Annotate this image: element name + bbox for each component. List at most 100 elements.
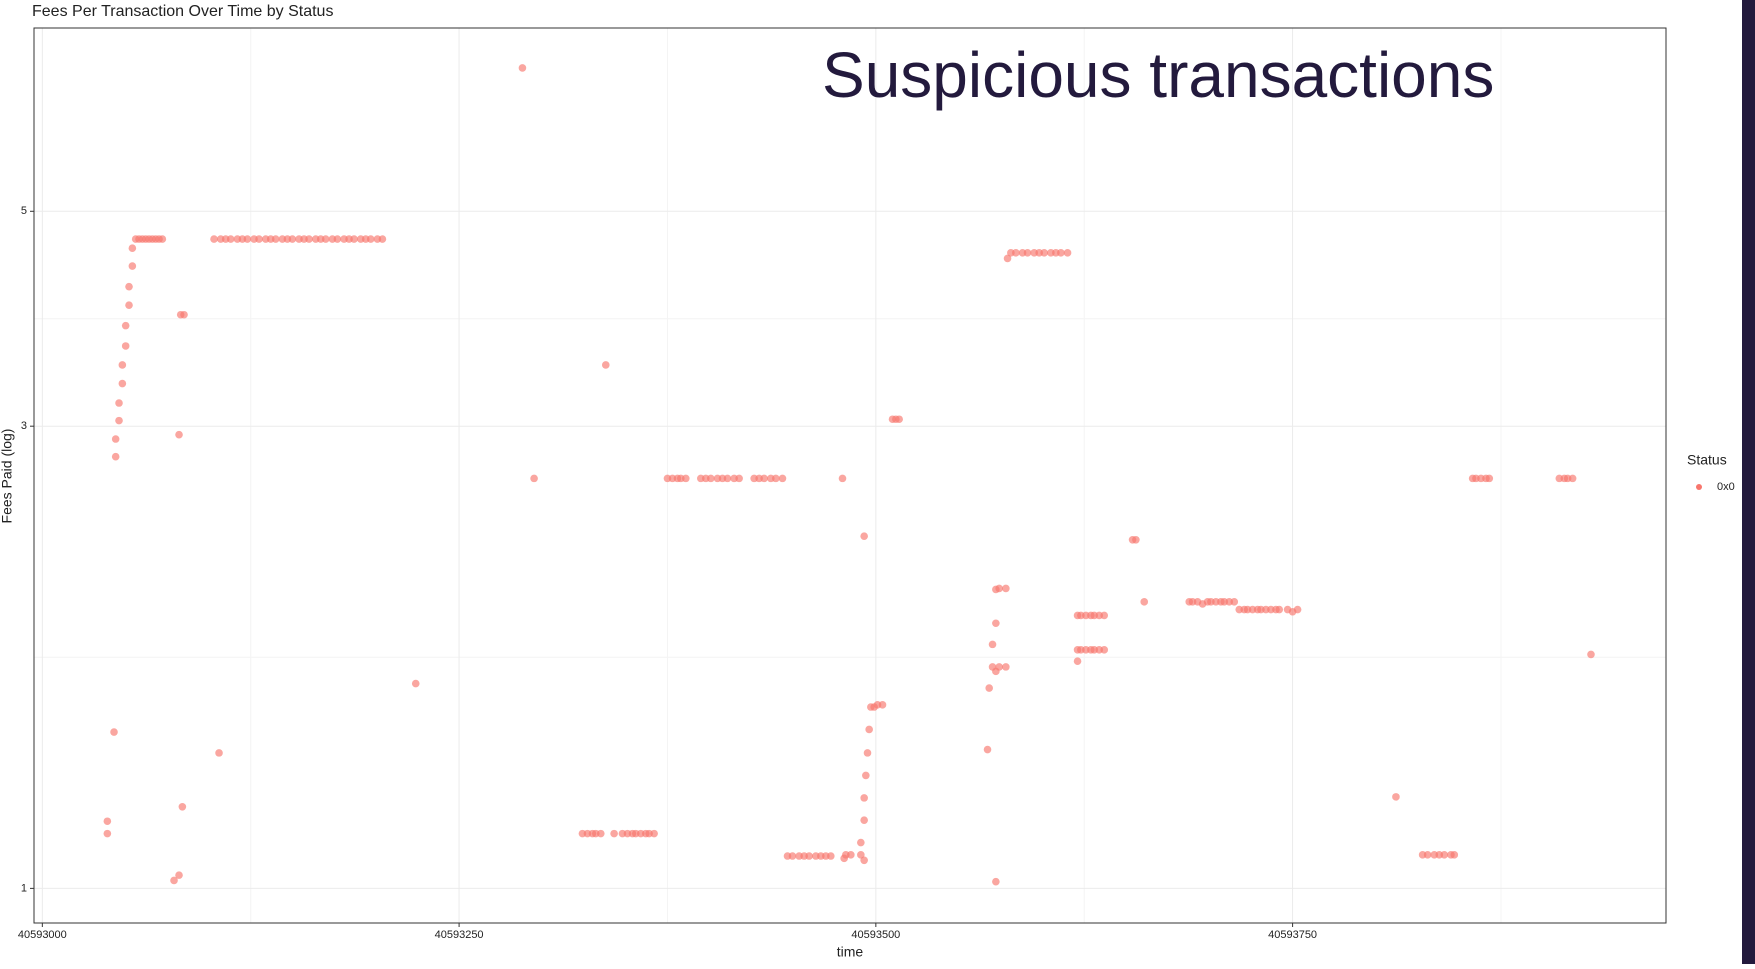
point (985, 684, 993, 692)
point (788, 852, 797, 860)
point (115, 399, 123, 407)
y-tick-label: 5 (21, 205, 27, 217)
point (681, 474, 690, 483)
point (411, 679, 420, 688)
point (158, 235, 167, 243)
point (118, 361, 127, 369)
point (735, 474, 743, 483)
point (992, 877, 1000, 886)
point (111, 435, 120, 443)
point (288, 235, 297, 243)
point (518, 64, 527, 72)
point (128, 262, 137, 270)
point (175, 871, 183, 879)
point (983, 745, 992, 754)
point (857, 838, 865, 847)
point (121, 342, 130, 350)
point (1057, 249, 1065, 257)
point (103, 817, 112, 826)
point (650, 829, 658, 838)
point (1423, 851, 1432, 859)
point (1275, 605, 1284, 614)
point (992, 619, 1000, 628)
side-strip (1742, 0, 1755, 964)
point (103, 829, 112, 838)
point (1012, 249, 1020, 257)
x-tick-label: 40593750 (1268, 929, 1317, 941)
point (111, 452, 120, 461)
point (860, 856, 868, 865)
point (895, 415, 903, 424)
y-axis-label: Fees Paid (log) (0, 429, 15, 524)
point (243, 235, 252, 243)
point (128, 244, 137, 252)
point (707, 474, 715, 483)
point (1230, 598, 1239, 606)
point (271, 235, 280, 243)
point (863, 749, 872, 757)
point (1002, 584, 1010, 593)
point (865, 725, 873, 734)
point (862, 771, 870, 780)
point (118, 379, 127, 388)
point (530, 474, 538, 483)
point (860, 794, 868, 802)
point (772, 474, 780, 483)
point (255, 235, 263, 243)
point (1392, 793, 1400, 801)
chart-title: Fees Per Transaction Over Time by Status (32, 3, 333, 20)
point (226, 235, 235, 243)
point (857, 851, 865, 859)
point (827, 852, 835, 860)
point (125, 301, 133, 309)
point (321, 235, 330, 243)
point (1140, 598, 1149, 606)
point (1293, 605, 1302, 614)
point (115, 416, 123, 425)
point (805, 852, 813, 860)
y-tick-label: 3 (21, 420, 27, 432)
legend-label: 0x0 (1717, 481, 1735, 493)
point (125, 282, 133, 291)
point (847, 851, 855, 859)
point (1023, 249, 1032, 257)
point (215, 749, 223, 757)
point (988, 640, 997, 649)
panel-border (33, 27, 1667, 924)
point (121, 321, 130, 330)
point (610, 829, 618, 838)
y-tick-label: 1 (21, 882, 27, 894)
point (860, 816, 868, 824)
point (1440, 851, 1449, 859)
point (1063, 249, 1072, 257)
point (1040, 249, 1049, 257)
point (175, 430, 183, 439)
point (860, 532, 868, 540)
point (378, 235, 387, 243)
point (878, 701, 887, 709)
point (366, 235, 375, 243)
point (778, 474, 787, 483)
point (760, 474, 768, 483)
point (995, 584, 1003, 593)
point (170, 876, 178, 885)
x-tick-label: 40593250 (435, 929, 484, 941)
x-tick-label: 40593000 (18, 929, 67, 941)
legend-key (1696, 484, 1702, 490)
point (1587, 650, 1595, 659)
point (596, 829, 605, 838)
point (838, 474, 847, 483)
point (1485, 474, 1494, 483)
point (1100, 646, 1109, 654)
point (723, 474, 732, 483)
x-tick-label: 40593500 (851, 929, 900, 941)
point (333, 235, 342, 243)
point (1132, 536, 1140, 544)
point (178, 802, 187, 811)
x-axis-label: time (837, 944, 864, 960)
legend-title: Status (1687, 452, 1727, 468)
point (210, 235, 218, 243)
point (1073, 657, 1082, 666)
point (180, 310, 188, 319)
